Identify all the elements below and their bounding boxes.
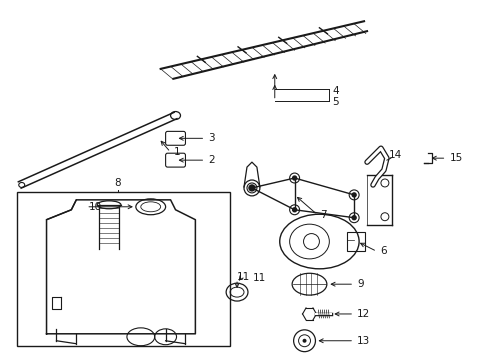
Text: 5: 5 [332, 96, 338, 107]
Text: 11: 11 [252, 273, 265, 283]
Text: 2: 2 [208, 155, 214, 165]
Text: 8: 8 [115, 178, 121, 188]
Circle shape [292, 176, 296, 180]
Bar [17, 192, 230, 346]
Circle shape [292, 208, 296, 212]
Circle shape [249, 186, 253, 190]
Text: 11: 11 [237, 272, 250, 282]
Text: 15: 15 [448, 153, 462, 163]
Bar [346, 231, 365, 251]
Text: 14: 14 [388, 150, 401, 160]
Text: 3: 3 [208, 133, 214, 143]
Circle shape [248, 185, 254, 191]
Circle shape [351, 216, 355, 220]
Circle shape [351, 193, 355, 197]
Text: 9: 9 [356, 279, 363, 289]
Text: 13: 13 [356, 336, 369, 346]
Circle shape [302, 339, 306, 343]
Text: 12: 12 [356, 309, 369, 319]
Text: 10: 10 [89, 202, 102, 212]
Text: 4: 4 [332, 86, 338, 96]
Text: 1: 1 [173, 147, 180, 157]
Text: 6: 6 [379, 247, 386, 256]
Text: 7: 7 [320, 210, 326, 220]
